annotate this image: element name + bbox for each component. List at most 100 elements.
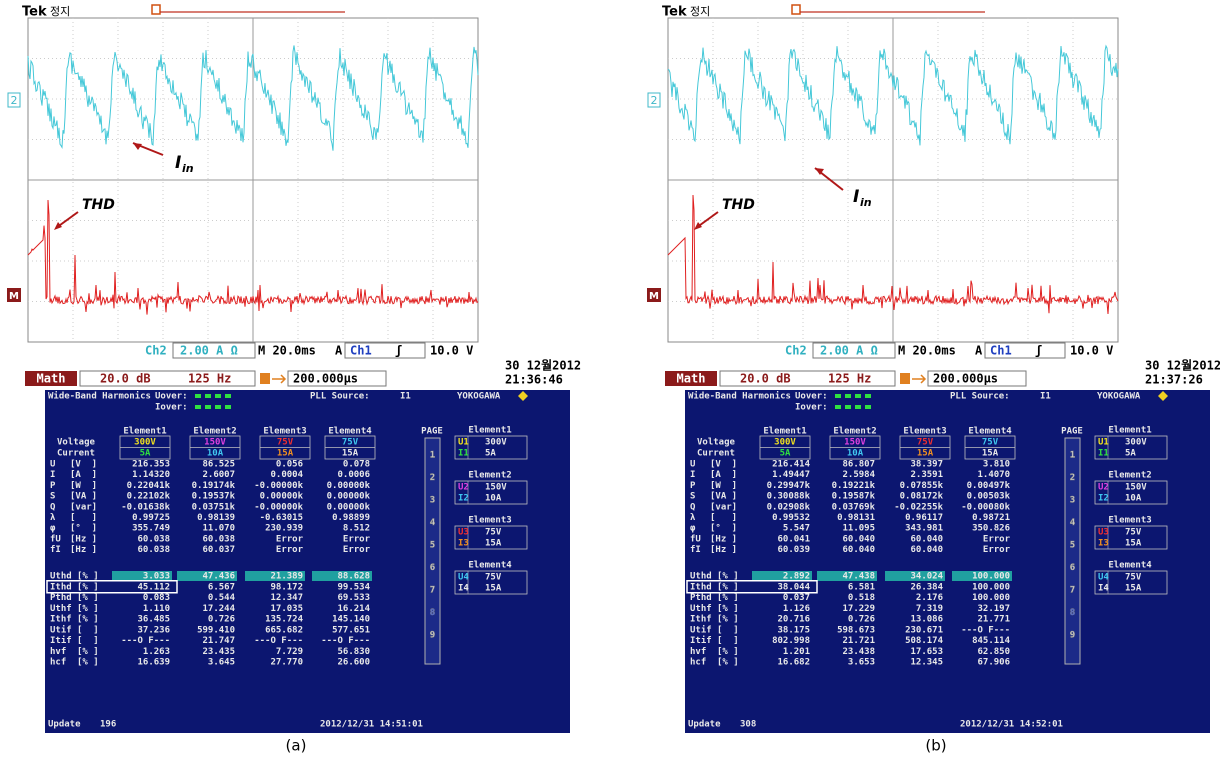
trigger-level: 10.0 V bbox=[1070, 344, 1113, 358]
ch2-label: Ch2 bbox=[145, 344, 167, 358]
page-label: PAGE bbox=[421, 427, 443, 437]
cell: 0.07855k bbox=[900, 481, 944, 491]
cell: 0.056 bbox=[276, 460, 303, 470]
side-i: I4 bbox=[458, 584, 469, 594]
position: 200.000µs bbox=[293, 372, 358, 386]
iover-label: Iover: bbox=[795, 403, 828, 413]
cell: 60.038 bbox=[137, 534, 170, 544]
cell: 0.98131 bbox=[837, 513, 875, 523]
cell: -0.63015 bbox=[260, 513, 303, 523]
cell: -0.00000k bbox=[254, 502, 303, 512]
cell: 47.438 bbox=[842, 572, 875, 582]
status-dot bbox=[215, 394, 221, 398]
row-symbol: φ bbox=[690, 524, 696, 534]
row-unit: [var] bbox=[710, 502, 737, 512]
status-dot bbox=[845, 405, 851, 409]
cell: 0.19221k bbox=[832, 481, 876, 491]
cell: 0.03751k bbox=[192, 502, 236, 512]
trigger-icon-arrow bbox=[272, 375, 285, 383]
page-number: 1 bbox=[430, 451, 435, 461]
cell: ---O F--- bbox=[254, 636, 303, 646]
row-symbol: Utif bbox=[50, 624, 72, 635]
math-freq: 125 Hz bbox=[828, 372, 871, 386]
cell: 0.08172k bbox=[900, 492, 944, 502]
cell: 2.5984 bbox=[842, 470, 875, 480]
cell: 17.229 bbox=[842, 604, 875, 614]
cell: 599.410 bbox=[197, 625, 235, 635]
cell: 665.682 bbox=[265, 625, 303, 635]
row-unit: [ ] bbox=[710, 513, 737, 523]
row-symbol: Itif bbox=[690, 635, 712, 646]
side-element-title: Element1 bbox=[1108, 426, 1151, 436]
row-unit: [% ] bbox=[77, 647, 99, 657]
row-unit: [var] bbox=[70, 502, 97, 512]
side-u: U2 bbox=[1098, 483, 1109, 493]
cell: 100.000 bbox=[972, 593, 1010, 603]
status-dot bbox=[225, 405, 231, 409]
current-range: 15A bbox=[982, 449, 999, 459]
cell: 0.19537k bbox=[192, 492, 236, 502]
side-i-range: 15A bbox=[485, 584, 502, 594]
scope-status: 정지 bbox=[690, 5, 710, 18]
row-symbol: Utif bbox=[690, 624, 712, 635]
page-label: PAGE bbox=[1061, 427, 1083, 437]
ch2-scale: 2.00 A Ω bbox=[180, 344, 238, 358]
current-label: I bbox=[853, 187, 859, 207]
current-range: 5A bbox=[780, 449, 791, 459]
caption: (b) bbox=[925, 737, 946, 755]
cell: 1.110 bbox=[143, 604, 170, 614]
cell: Error bbox=[983, 534, 1011, 544]
cell: 802.998 bbox=[772, 636, 810, 646]
cell: 12.347 bbox=[270, 593, 303, 603]
cell: 3.810 bbox=[983, 460, 1010, 470]
status-dot bbox=[865, 405, 871, 409]
page-number: 7 bbox=[1070, 586, 1075, 596]
page-number: 8 bbox=[430, 608, 435, 618]
cell: 98.172 bbox=[270, 582, 303, 592]
row-symbol: fU bbox=[690, 534, 701, 544]
cell: ---O F--- bbox=[121, 636, 170, 646]
side-u: U3 bbox=[1098, 528, 1109, 538]
cell: 26.384 bbox=[910, 582, 943, 592]
cell: -0.00000k bbox=[254, 481, 303, 491]
page-number: 7 bbox=[430, 586, 435, 596]
status-dot bbox=[835, 394, 841, 398]
cell: 2.6007 bbox=[202, 470, 235, 480]
cell: 598.673 bbox=[837, 625, 875, 635]
cell: 100.000 bbox=[972, 582, 1010, 592]
side-i-range: 5A bbox=[1125, 449, 1136, 459]
element-header: Element3 bbox=[263, 427, 306, 437]
row-symbol: U bbox=[50, 460, 55, 470]
page-number: 4 bbox=[430, 518, 436, 528]
row-symbol: Uthf bbox=[690, 604, 712, 614]
current-range: 15A bbox=[277, 449, 294, 459]
cell: 16.214 bbox=[337, 604, 370, 614]
update-label: Update bbox=[48, 720, 81, 730]
side-u-range: 75V bbox=[485, 573, 502, 583]
row-unit: [% ] bbox=[77, 604, 99, 614]
math-freq: 125 Hz bbox=[188, 372, 231, 386]
trigger-slope: ʃ bbox=[395, 344, 402, 358]
pll-label: PLL Source: bbox=[950, 392, 1010, 402]
cell: 36.485 bbox=[137, 615, 170, 625]
cell: 343.981 bbox=[905, 524, 943, 534]
trigger-marker bbox=[792, 5, 800, 14]
cell: 88.628 bbox=[337, 572, 370, 582]
cell: 56.830 bbox=[337, 647, 370, 657]
scope-brand: Tek bbox=[662, 5, 687, 20]
status-dot bbox=[855, 405, 861, 409]
side-u: U4 bbox=[1098, 573, 1109, 583]
page-number: 2 bbox=[430, 473, 435, 483]
cell: Error bbox=[983, 545, 1011, 555]
cell: 7.729 bbox=[276, 647, 303, 657]
status-dot bbox=[835, 405, 841, 409]
cell: 0.22041k bbox=[127, 481, 171, 491]
element-header: Element3 bbox=[903, 427, 946, 437]
row-symbol: U bbox=[690, 460, 695, 470]
trigger-marker bbox=[152, 5, 160, 14]
page-number: 3 bbox=[1070, 496, 1075, 506]
side-i: I3 bbox=[1098, 539, 1109, 549]
cell: 60.041 bbox=[777, 534, 810, 544]
cell: 216.414 bbox=[772, 460, 811, 470]
side-u-range: 300V bbox=[1125, 438, 1147, 448]
